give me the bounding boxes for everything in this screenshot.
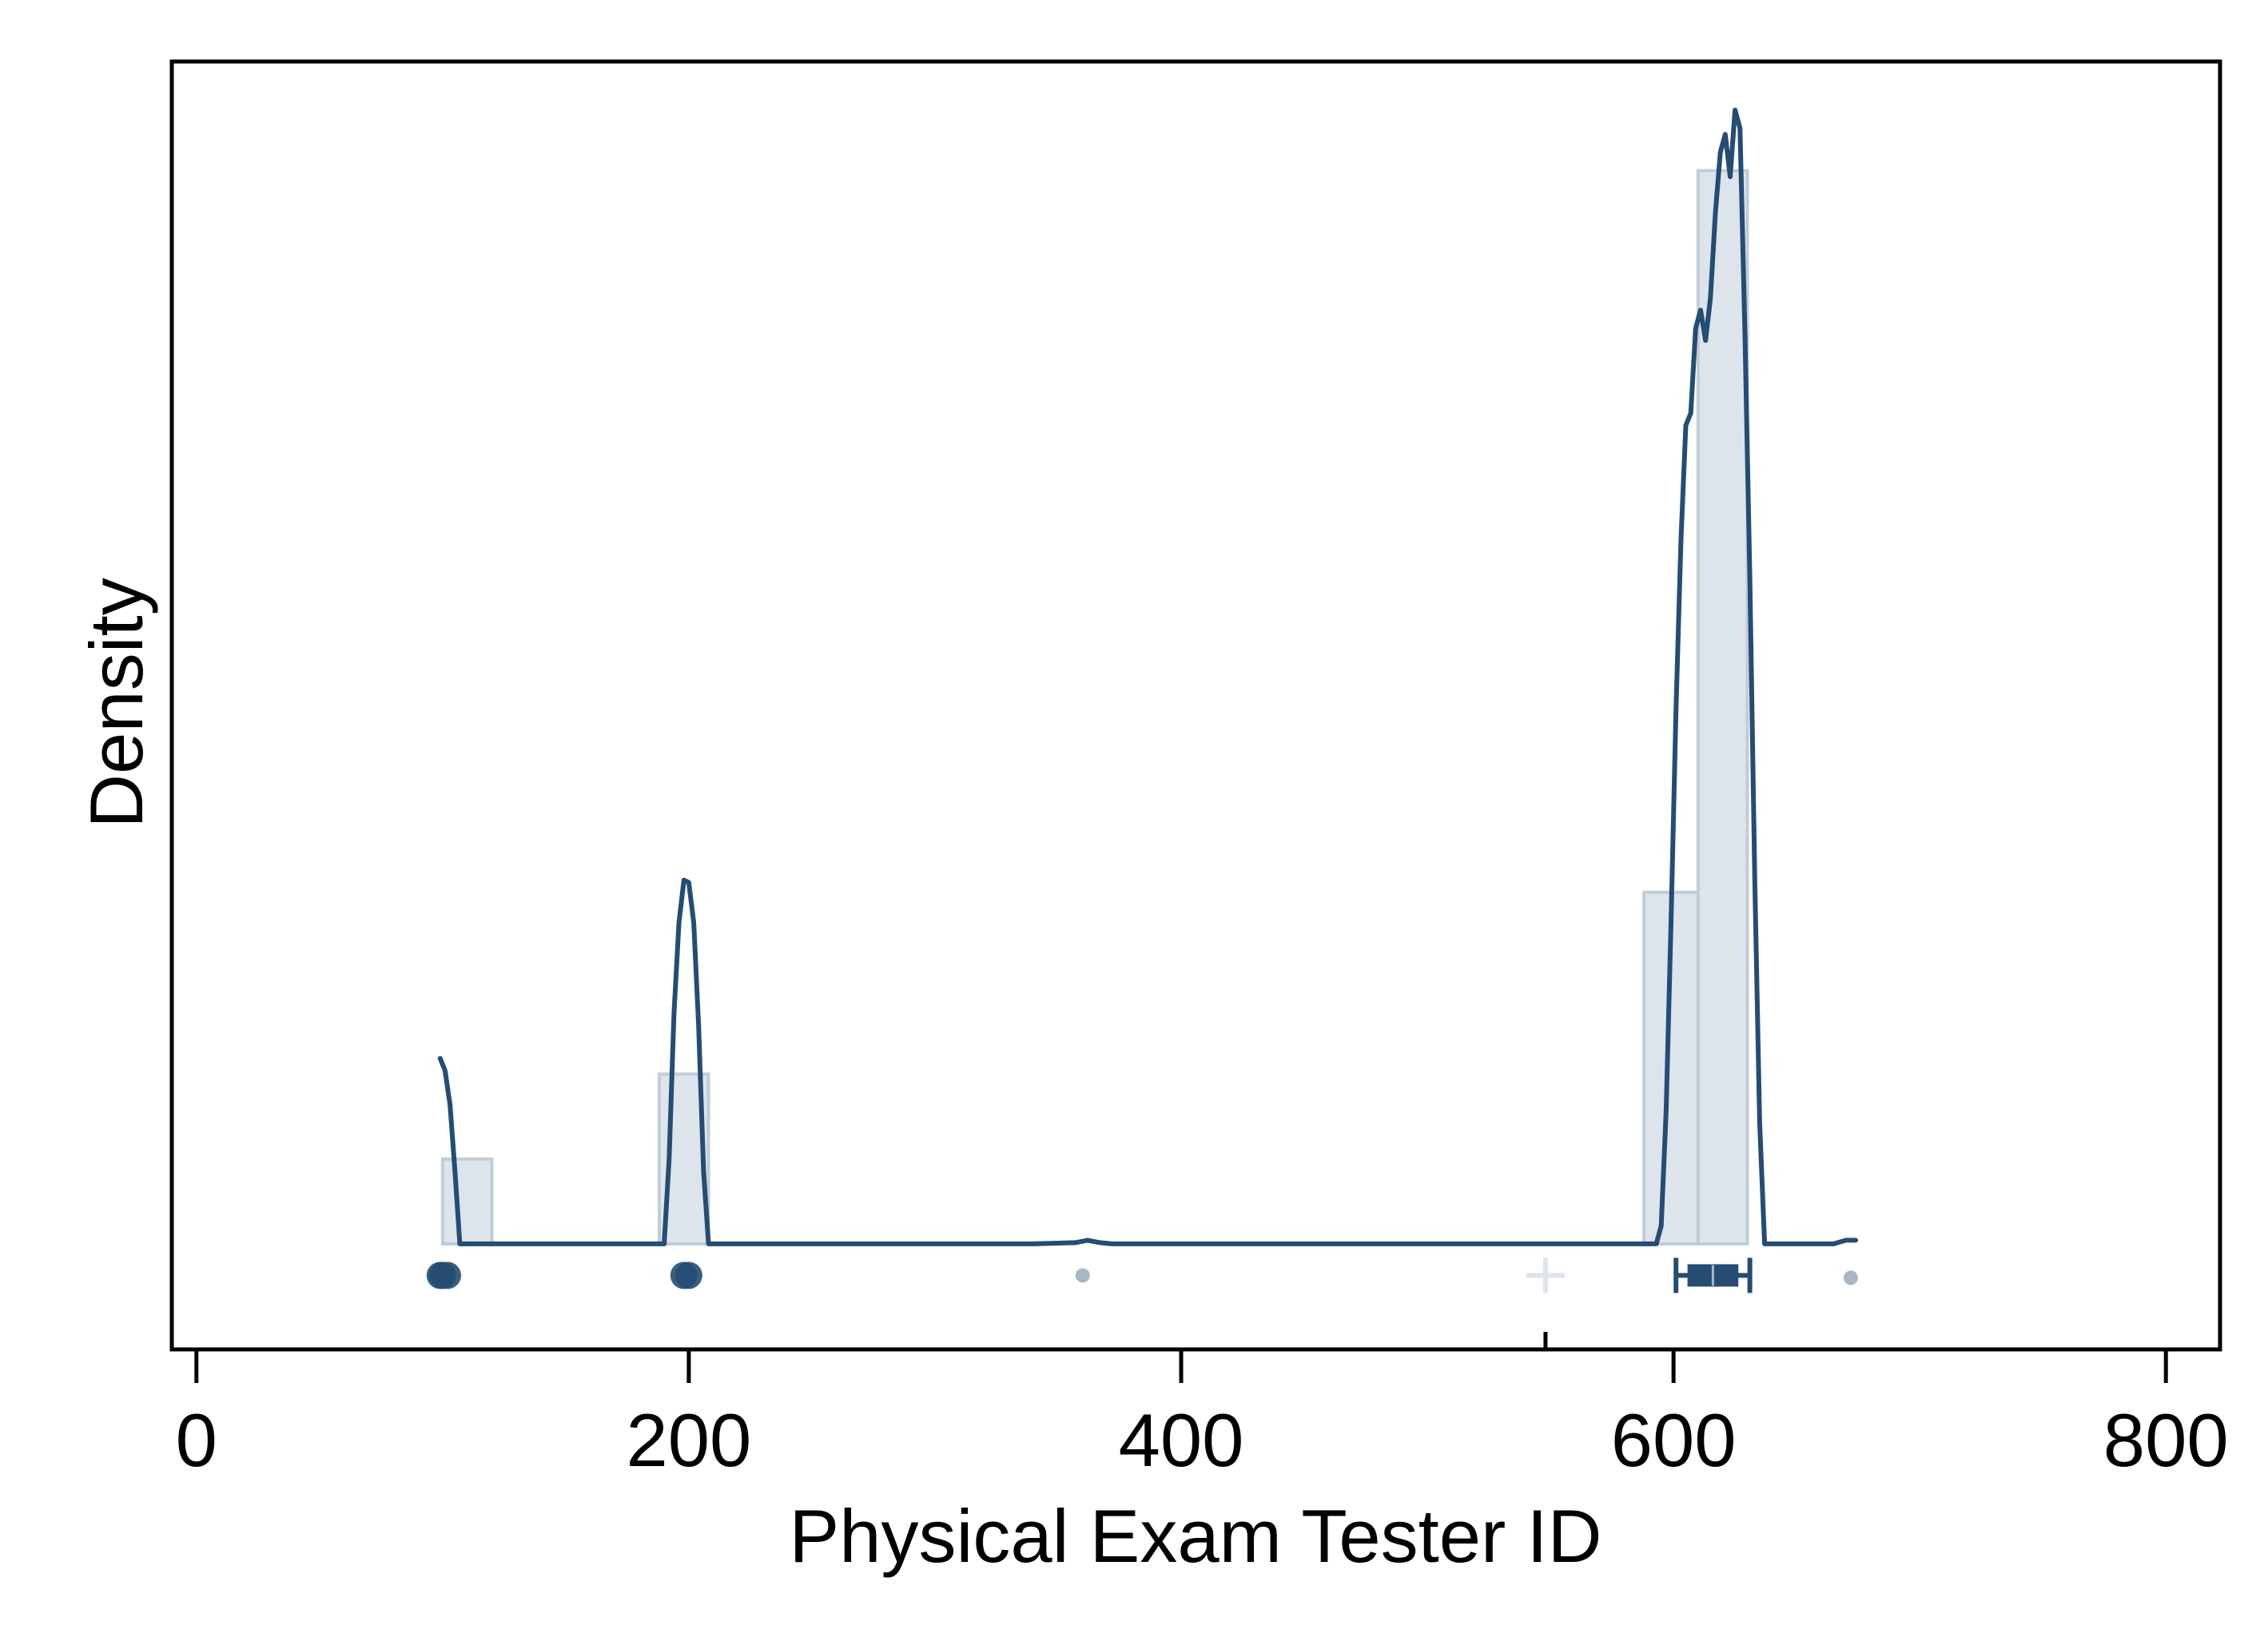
outlier-point-6 — [1843, 1270, 1858, 1285]
x-tick-label-2: 400 — [1119, 1398, 1244, 1482]
density-curve-group — [437, 107, 1859, 1246]
plot-frame — [169, 59, 2222, 1352]
histogram-bar-0 — [440, 1157, 494, 1246]
x-axis: 0 200 400 600 800 — [176, 1332, 2229, 1482]
density-line — [437, 107, 1859, 1246]
outlier-point-5 — [1075, 1268, 1090, 1283]
x-tick-label-4: 800 — [2103, 1398, 2229, 1482]
x-axis-title: Physical Exam Tester ID — [790, 1494, 1602, 1578]
histogram-bar-3 — [1696, 169, 1749, 1246]
outlier-point-4 — [674, 1262, 702, 1289]
outlier-point-2 — [434, 1262, 462, 1289]
x-tick-label-3: 600 — [1611, 1398, 1737, 1482]
y-axis-title: Density — [74, 578, 158, 828]
outlier-points — [426, 1262, 1858, 1289]
x-tick-label-1: 200 — [626, 1398, 751, 1482]
boxplot-group — [1526, 1258, 1753, 1293]
x-tick-label-0: 0 — [176, 1398, 217, 1482]
